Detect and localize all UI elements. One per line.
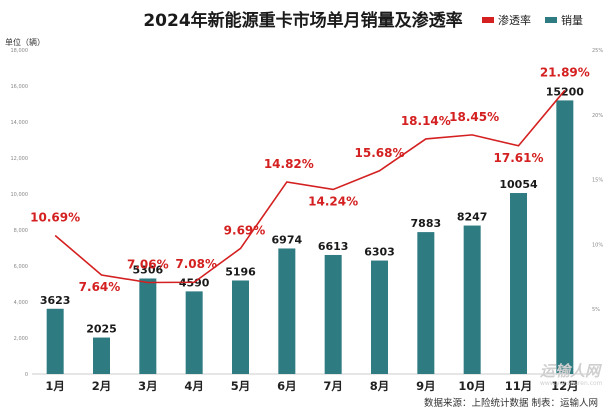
pct-label-12月: 21.89% [540, 65, 590, 79]
penetration-line [54, 89, 566, 284]
bar-8月 [371, 260, 388, 374]
x-tick-0: 1月 [45, 379, 65, 393]
bar-label-3月: 5306 [133, 263, 164, 276]
bar-5月 [232, 280, 249, 374]
pct-label-3月: 7.06% [127, 258, 169, 272]
y-axis-unit: 单位（辆） [5, 37, 45, 47]
x-tick-10: 11月 [505, 379, 533, 393]
x-tick-11: 12月 [551, 379, 579, 393]
right-axis-tick-2: 15% [592, 178, 603, 184]
legend: 渗透率 销量 [482, 13, 583, 27]
right-axis: 5% 10% 15% 20% 25% [592, 48, 603, 313]
pct-label-11月: 17.61% [494, 151, 544, 165]
x-tick-7: 8月 [370, 379, 390, 393]
bar-11月 [510, 193, 527, 374]
pct-label-1月: 10.69% [30, 210, 80, 224]
pct-label-2月: 7.64% [79, 280, 121, 294]
left-axis-tick-2: 4,000 [14, 300, 28, 306]
right-axis-tick-0: 5% [592, 307, 600, 313]
pct-label-6月: 14.82% [264, 157, 314, 171]
left-axis-tick-9: 18,000 [11, 48, 29, 54]
left-axis-tick-5: 10,000 [11, 192, 29, 198]
bar-7月 [324, 254, 342, 374]
line-series [54, 89, 566, 284]
pct-label-10月: 18.45% [449, 110, 499, 124]
right-axis-tick-1: 10% [592, 242, 603, 248]
chart-title: 2024年新能源重卡市场单月销量及渗透率 [143, 10, 462, 31]
x-tick-3: 4月 [184, 379, 204, 393]
legend-label-line: 渗透率 [498, 13, 531, 27]
bar-label-10月: 8247 [457, 211, 488, 224]
left-axis-tick-6: 12,000 [11, 156, 29, 162]
bar-1月 [46, 308, 64, 374]
bar-label-2月: 2025 [86, 323, 117, 336]
bar-10月 [463, 225, 481, 374]
watermark: 运输人网 www.yunshuren.com [540, 362, 603, 387]
bar-label-1月: 3623 [40, 294, 71, 307]
x-tick-5: 6月 [277, 379, 297, 393]
x-tick-8: 9月 [416, 379, 436, 393]
pct-label-9月: 18.14% [401, 114, 451, 128]
legend-swatch-bar [545, 17, 557, 23]
bar-label-5月: 5196 [225, 265, 256, 278]
x-axis-labels: 1月 2月 3月 4月 5月 6月 7月 8月 9月 10月 11月 12月 [45, 379, 578, 393]
bar-label-6月: 6974 [272, 233, 303, 246]
bar-label-7月: 6613 [318, 240, 349, 253]
x-tick-1: 2月 [92, 379, 112, 393]
legend-swatch-line [482, 17, 494, 23]
left-axis: 0 2,000 4,000 6,000 8,000 10,000 12,000 14,000 1… [11, 48, 29, 378]
line-value-labels: 10.69% 7.64% 7.06% 7.08% 9.69% 14.82% 14.24% 15… [30, 65, 590, 294]
bar-6月 [278, 248, 296, 374]
left-axis-tick-3: 6,000 [14, 264, 28, 270]
bar-series [46, 100, 574, 375]
right-axis-tick-3: 20% [592, 113, 603, 119]
watermark-sub: www.yunshuren.com [540, 380, 603, 387]
left-axis-tick-7: 14,000 [11, 120, 29, 126]
left-axis-tick-0: 0 [25, 372, 28, 378]
pct-label-7月: 14.24% [308, 194, 358, 208]
watermark-text: 运输人网 [540, 362, 603, 380]
bar-label-11月: 10054 [499, 178, 538, 191]
pct-label-5月: 9.69% [224, 223, 266, 237]
bar-label-9月: 7883 [411, 217, 442, 230]
bar-12月 [556, 100, 574, 375]
x-tick-4: 5月 [231, 379, 251, 393]
pct-label-8月: 15.68% [355, 146, 405, 160]
x-tick-6: 7月 [323, 379, 343, 393]
left-axis-tick-1: 2,000 [14, 336, 28, 342]
x-tick-2: 3月 [138, 379, 158, 393]
source-note: 数据来源：上险统计数据 制表：运输人网 [424, 397, 598, 409]
bar-4月 [185, 291, 203, 374]
pct-label-4月: 7.08% [175, 257, 217, 271]
right-axis-tick-4: 25% [592, 48, 603, 54]
x-tick-9: 10月 [458, 379, 486, 393]
bar-label-12月: 15200 [546, 85, 585, 98]
bar-2月 [93, 337, 110, 374]
bar-9月 [417, 232, 435, 374]
legend-label-bar: 销量 [561, 13, 583, 27]
bar-3月 [139, 278, 157, 374]
left-axis-tick-4: 8,000 [14, 228, 28, 234]
bar-label-8月: 6303 [364, 246, 395, 259]
left-axis-tick-8: 16,000 [11, 84, 29, 90]
